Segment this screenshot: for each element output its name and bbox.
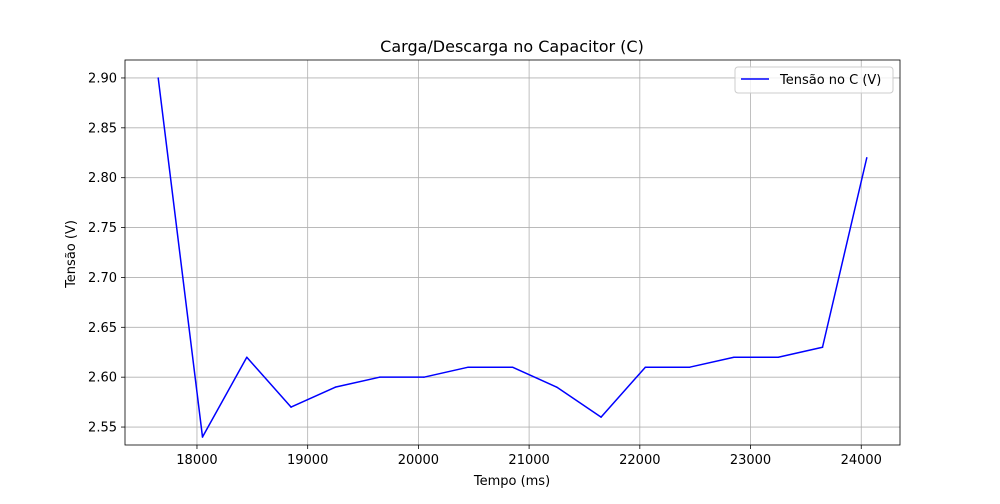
data-point: [866, 157, 868, 159]
data-point: [733, 356, 735, 358]
data-point: [201, 436, 204, 438]
data-point: [688, 366, 691, 368]
data-point: [334, 386, 337, 388]
y-tick-label: 2.90: [88, 71, 117, 86]
y-tick-label: 2.80: [88, 171, 117, 186]
x-tick-label: 19000: [287, 453, 328, 468]
x-tick-label: 24000: [841, 453, 882, 468]
data-point: [378, 376, 381, 378]
x-tick-label: 18000: [176, 453, 217, 468]
data-point: [511, 366, 514, 368]
x-tick-label: 20000: [398, 453, 439, 468]
x-tick-label: 21000: [508, 453, 549, 468]
data-point: [777, 356, 779, 358]
y-tick-label: 2.55: [88, 421, 117, 436]
data-point: [644, 366, 647, 368]
x-tick-label: 23000: [730, 453, 771, 468]
series-layer: [157, 77, 868, 438]
data-point: [600, 416, 602, 418]
data-point: [821, 346, 824, 348]
x-axis-ticks: 18000 19000 20000 21000 22000 23000 24000: [176, 445, 882, 468]
y-tick-label: 2.75: [88, 221, 117, 236]
x-tick-label: 22000: [619, 453, 660, 468]
y-tick-label: 2.60: [88, 371, 117, 386]
data-point: [157, 77, 159, 79]
y-axis-label: Tensão (V): [64, 220, 79, 289]
legend-label: Tensão no C (V): [779, 73, 881, 88]
grid-lines: [125, 60, 900, 445]
y-axis-ticks: 2.55 2.60 2.65 2.70 2.75 2.80 2.85 2.90: [88, 71, 125, 436]
data-point: [423, 376, 425, 378]
y-tick-label: 2.65: [88, 321, 117, 336]
chart-title: Carga/Descarga no Capacitor (C): [380, 37, 644, 56]
data-point: [290, 406, 292, 408]
data-point: [246, 356, 248, 358]
legend: Tensão no C (V): [734, 66, 894, 94]
y-tick-label: 2.85: [88, 121, 117, 136]
data-point: [556, 386, 558, 388]
legend-box: [734, 66, 894, 94]
x-axis-label: Tempo (ms): [473, 474, 550, 489]
y-tick-label: 2.70: [88, 271, 117, 286]
data-point: [467, 366, 469, 368]
axes-frame: [124, 59, 901, 446]
